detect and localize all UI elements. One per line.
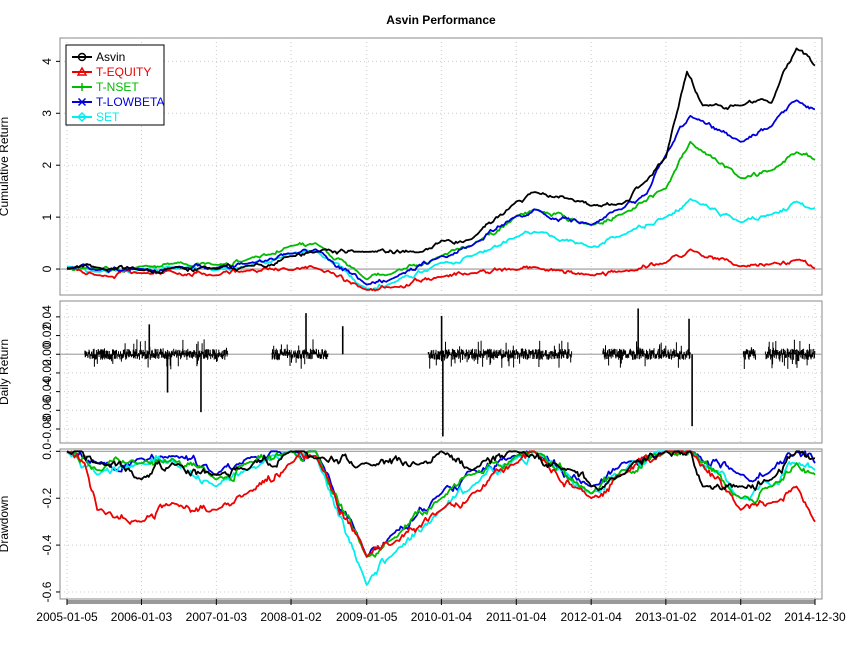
y-tick-label: -0.2 xyxy=(40,488,54,509)
legend-item-t-nset: T-NSET xyxy=(72,80,139,94)
series-asvin-cumulative xyxy=(66,47,816,274)
legend-item-t-equity: T-EQUITY xyxy=(72,65,151,79)
cross-marker-icon xyxy=(77,97,87,107)
y-axis-label: Daily Return xyxy=(0,339,11,405)
x-tick-label: 2010-01-04 xyxy=(411,610,473,624)
x-tick-label: 2008-01-02 xyxy=(260,610,322,624)
plot-area xyxy=(84,308,816,437)
y-tick-label: -0.4 xyxy=(40,534,54,555)
panel-daily: 0.040.020.00-0.02-0.04-0.06-0.08 Daily Re… xyxy=(0,300,823,444)
series-asvin-drawdown xyxy=(66,450,815,492)
y-tick-label: -0.08 xyxy=(40,415,54,443)
x-tick-label: 2009-01-05 xyxy=(336,610,398,624)
x-axis: 2005-01-05 2006-01-03 2007-01-03 2008-01-02… xyxy=(36,599,846,624)
plus-marker-icon xyxy=(78,83,86,91)
legend-item-set: SET xyxy=(72,110,120,124)
y-tick-label: 1 xyxy=(40,213,54,220)
y-axis-label: Drawdown xyxy=(0,496,11,553)
y-tick-label: 2 xyxy=(40,162,54,169)
y-tick-label: 0.04 xyxy=(40,305,54,329)
legend-label: SET xyxy=(96,110,120,124)
x-tick-label: 2014-12-30 xyxy=(784,610,846,624)
series-t-equity-cumulative xyxy=(66,248,816,292)
circle-marker-icon xyxy=(77,52,87,62)
x-tick-label: 2007-01-03 xyxy=(186,610,248,624)
legend-label: T-LOWBETA xyxy=(96,95,164,109)
y-tick-label: -0.02 xyxy=(40,359,54,387)
x-tick-label: 2006-01-03 xyxy=(111,610,173,624)
y-tick-label: 4 xyxy=(40,58,54,65)
legend-label: Asvin xyxy=(96,50,125,64)
y-tick-label: 0.02 xyxy=(40,324,54,348)
y-tick-label: 0.0 xyxy=(40,443,54,460)
x-tick-label: 2012-01-04 xyxy=(560,610,622,624)
y-tick-label: -0.06 xyxy=(40,396,54,424)
plot-area xyxy=(66,450,816,586)
x-tick-label: 2005-01-05 xyxy=(36,610,98,624)
y-axis-label: Cumulative Return xyxy=(0,117,11,216)
y-tick-label: 0 xyxy=(40,265,54,272)
series-asvin-daily xyxy=(84,339,816,370)
x-tick-label: 2011-01-04 xyxy=(486,610,547,624)
y-tick-label: -0.04 xyxy=(40,378,54,406)
panel-drawdown: 0.0 -0.2 -0.4 -0.6 Drawdown 2005-01-05 2006-01… xyxy=(0,443,846,624)
y-tick-label: 0.00 xyxy=(40,342,54,366)
legend-label: T-EQUITY xyxy=(96,65,151,79)
x-tick-label: 2014-01-02 xyxy=(710,610,772,624)
chart-title: Asvin Performance xyxy=(386,13,496,27)
diamond-marker-icon xyxy=(76,111,88,123)
y-tick-label: 3 xyxy=(40,110,54,117)
y-tick-label: -0.6 xyxy=(40,581,54,602)
panel-cumulative: 0 1 2 3 4 Cumulative Return xyxy=(0,37,823,296)
plot-area xyxy=(66,47,816,292)
legend-item-t-lowbeta: T-LOWBETA xyxy=(72,95,164,109)
x-tick-label: 2013-01-02 xyxy=(635,610,697,624)
triangle-marker-icon xyxy=(76,66,88,76)
legend-label: T-NSET xyxy=(96,80,139,94)
legend-item-asvin: Asvin xyxy=(72,50,125,64)
